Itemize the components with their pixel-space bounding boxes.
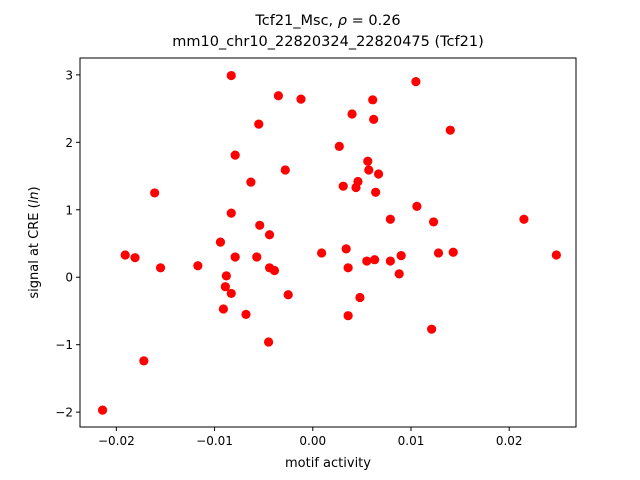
data-point xyxy=(448,247,458,257)
y-axis-label-suffix: ) xyxy=(27,186,42,191)
data-point xyxy=(230,252,240,262)
data-point xyxy=(273,91,283,101)
data-point xyxy=(370,255,380,265)
data-point xyxy=(427,324,437,334)
data-point xyxy=(218,304,228,314)
data-point xyxy=(362,256,372,266)
data-point xyxy=(254,119,264,129)
title-text: Tcf21_Msc, xyxy=(255,13,338,29)
data-point xyxy=(373,169,384,179)
x-tick-label: 0.00 xyxy=(299,434,326,448)
y-tick-label: 0 xyxy=(65,271,73,285)
y-tick-label: −1 xyxy=(55,338,73,352)
x-tick-label: −0.02 xyxy=(98,434,135,448)
data-point xyxy=(255,220,265,230)
data-point xyxy=(385,214,395,224)
data-point xyxy=(433,248,444,258)
data-point xyxy=(280,165,290,175)
data-point xyxy=(317,248,327,258)
y-axis-ticks: −2 −1 0 1 2 3 xyxy=(55,68,80,420)
data-point xyxy=(120,250,130,260)
chart-title-line-2: mm10_chr10_22820324_22820475 (Tcf21) xyxy=(172,34,484,50)
data-point xyxy=(193,261,203,271)
data-point xyxy=(241,309,251,319)
data-point xyxy=(371,187,381,197)
x-tick-label: 0.02 xyxy=(496,434,523,448)
chart-title-line-1: Tcf21_Msc, ρ = 0.26 xyxy=(80,13,576,29)
data-point xyxy=(226,208,236,218)
data-point xyxy=(369,114,379,124)
data-point xyxy=(263,337,274,347)
data-point xyxy=(347,109,357,119)
data-point xyxy=(353,176,363,187)
data-point xyxy=(519,214,529,224)
data-point xyxy=(221,271,231,281)
x-axis-ticks: −0.02 −0.01 0.00 0.01 0.02 xyxy=(98,427,523,448)
data-point xyxy=(130,253,140,263)
data-point xyxy=(412,201,422,212)
data-point xyxy=(220,282,230,292)
points-layer xyxy=(97,70,561,415)
y-tick-label: 2 xyxy=(65,136,73,150)
data-point xyxy=(226,70,236,81)
data-point xyxy=(343,263,353,273)
data-point xyxy=(364,165,374,175)
y-axis-label: signal at CRE (ln) xyxy=(27,186,42,298)
data-point xyxy=(341,244,351,254)
data-point xyxy=(230,150,240,160)
data-point xyxy=(411,77,421,87)
data-point xyxy=(226,288,236,299)
title-rho-value: = 0.26 xyxy=(347,13,401,29)
axes-frame xyxy=(79,57,577,428)
x-axis-label: motif activity xyxy=(285,456,371,471)
data-point xyxy=(396,251,406,261)
y-axis-label-prefix: signal at CRE ( xyxy=(27,203,42,298)
y-axis-label-italic: ln xyxy=(27,191,42,203)
data-point xyxy=(155,263,166,273)
data-point xyxy=(269,265,280,276)
data-point xyxy=(368,95,378,105)
y-tick-label: 1 xyxy=(65,203,73,217)
y-tick-label: −2 xyxy=(55,406,73,420)
data-point xyxy=(338,181,348,191)
data-point xyxy=(363,156,373,166)
data-point xyxy=(394,269,404,279)
data-point xyxy=(283,290,293,300)
data-point xyxy=(264,230,275,240)
data-point xyxy=(343,311,353,321)
y-tick-label: 3 xyxy=(65,68,73,82)
data-point xyxy=(428,217,439,227)
data-point xyxy=(334,141,344,151)
title-rho-symbol: ρ xyxy=(337,13,347,29)
data-point xyxy=(445,125,455,135)
x-tick-label: −0.01 xyxy=(196,434,233,448)
x-tick-label: 0.01 xyxy=(398,434,425,448)
data-point xyxy=(246,177,256,187)
data-point xyxy=(385,256,395,266)
data-point xyxy=(355,292,365,303)
data-point xyxy=(150,188,160,198)
data-point xyxy=(139,356,149,366)
data-point xyxy=(252,252,262,262)
data-point xyxy=(551,250,561,260)
data-point xyxy=(97,405,108,415)
data-point xyxy=(215,237,226,247)
data-point xyxy=(296,94,306,104)
